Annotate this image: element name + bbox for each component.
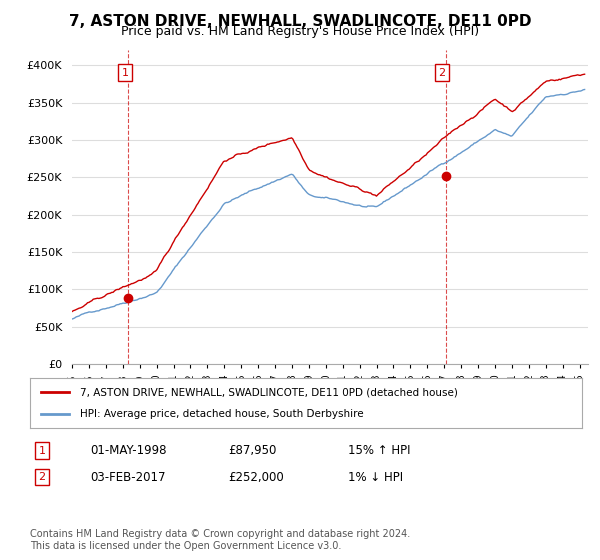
Text: £87,950: £87,950 xyxy=(228,444,277,458)
Text: HPI: Average price, detached house, South Derbyshire: HPI: Average price, detached house, Sout… xyxy=(80,409,364,419)
Text: 01-MAY-1998: 01-MAY-1998 xyxy=(90,444,167,458)
Text: £252,000: £252,000 xyxy=(228,470,284,484)
Text: 1% ↓ HPI: 1% ↓ HPI xyxy=(348,470,403,484)
Text: 7, ASTON DRIVE, NEWHALL, SWADLINCOTE, DE11 0PD (detached house): 7, ASTON DRIVE, NEWHALL, SWADLINCOTE, DE… xyxy=(80,387,458,397)
Text: 1: 1 xyxy=(121,68,128,78)
Text: 15% ↑ HPI: 15% ↑ HPI xyxy=(348,444,410,458)
Text: 1: 1 xyxy=(38,446,46,456)
Text: 03-FEB-2017: 03-FEB-2017 xyxy=(90,470,166,484)
Text: 2: 2 xyxy=(439,68,446,78)
Text: Contains HM Land Registry data © Crown copyright and database right 2024.
This d: Contains HM Land Registry data © Crown c… xyxy=(30,529,410,551)
Text: 2: 2 xyxy=(38,472,46,482)
Text: Price paid vs. HM Land Registry's House Price Index (HPI): Price paid vs. HM Land Registry's House … xyxy=(121,25,479,38)
Text: 7, ASTON DRIVE, NEWHALL, SWADLINCOTE, DE11 0PD: 7, ASTON DRIVE, NEWHALL, SWADLINCOTE, DE… xyxy=(69,14,531,29)
